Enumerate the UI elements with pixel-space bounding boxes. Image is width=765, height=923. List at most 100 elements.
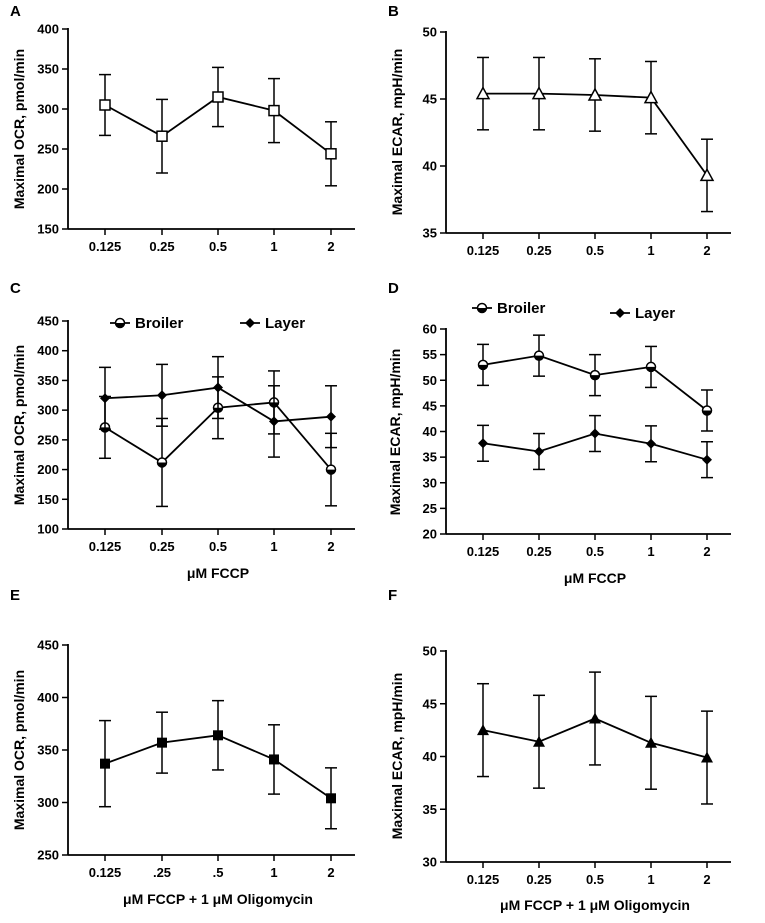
data-point-fill <box>702 410 712 415</box>
data-point <box>213 382 223 393</box>
panel-label-d: D <box>388 280 399 297</box>
series-main-a <box>99 66 337 187</box>
legend-d: Broiler Layer <box>472 300 675 322</box>
data-point <box>646 438 656 449</box>
series-broiler-d <box>477 334 713 432</box>
y-tick-label: 300 <box>37 795 59 810</box>
y-tick-label: 250 <box>37 432 59 447</box>
data-point <box>100 758 110 769</box>
x-tick-label: 0.25 <box>526 544 551 559</box>
x-tick-label: 2 <box>327 239 334 254</box>
data-point <box>533 735 545 747</box>
x-tick-label: 1 <box>270 539 277 554</box>
series-main-b <box>475 56 715 213</box>
data-point <box>645 361 657 373</box>
y-tick-label: 60 <box>423 322 437 337</box>
x-tick-label: 0.5 <box>586 243 604 258</box>
y-axis-title-d: Maximal ECAR, mpH/min <box>387 349 403 515</box>
y-tick-label: 35 <box>423 802 437 817</box>
data-point <box>269 416 279 427</box>
y-tick-label: 30 <box>423 475 437 490</box>
x-axis-title-d: μM FCCP <box>564 570 626 586</box>
chart-panel-c: C 100 150 200 250 300 350 400 450 0.125 0.25 0.5 1 2 M… <box>10 280 355 581</box>
x-tick-label: 0.125 <box>467 243 500 258</box>
data-point <box>325 148 337 160</box>
y-tick-label: 30 <box>423 855 437 870</box>
y-axis-title-b: Maximal ECAR, mpH/min <box>389 49 405 215</box>
data-point <box>590 428 600 439</box>
chart-panel-f: F 30 35 40 45 50 0.125 0.25 0.5 1 2 Maximal ECAR, m… <box>388 587 731 913</box>
data-point-fill <box>478 364 488 370</box>
y-tick-label: 250 <box>37 848 59 863</box>
x-tick-label: 1 <box>647 243 654 258</box>
series-main-e <box>99 699 337 830</box>
data-point <box>326 411 336 422</box>
y-tick-label: 200 <box>37 182 59 197</box>
panel-label-c: C <box>10 280 21 297</box>
x-tick-label: 2 <box>327 865 334 880</box>
y-tick-label: 450 <box>37 314 59 329</box>
x-tick-label: 1 <box>647 544 654 559</box>
y-tick-label: 200 <box>37 462 59 477</box>
y-tick-label: 300 <box>37 403 59 418</box>
data-point <box>531 86 547 100</box>
x-tick-label: .25 <box>153 865 171 880</box>
legend-label: Broiler <box>135 315 184 332</box>
x-axis-title-e: μM FCCP + 1 μM Oligomycin <box>123 891 313 907</box>
data-point <box>589 712 601 724</box>
data-point <box>645 736 657 748</box>
data-point-fill <box>534 355 544 361</box>
x-tick-label: 0.5 <box>586 872 604 887</box>
data-point <box>477 724 489 736</box>
y-tick-label: 40 <box>423 424 437 439</box>
y-tick-label: 50 <box>423 25 437 40</box>
y-tick-label: 50 <box>423 373 437 388</box>
data-point <box>157 390 167 401</box>
data-point-fill <box>326 469 336 475</box>
data-point-fill <box>646 366 656 372</box>
y-tick-label: 150 <box>37 492 59 507</box>
y-tick-label: 35 <box>423 450 437 465</box>
y-axis-title-f: Maximal ECAR, mpH/min <box>389 673 405 839</box>
data-point-fill <box>590 375 600 380</box>
x-tick-label: 1 <box>647 872 654 887</box>
x-tick-label: 0.5 <box>586 544 604 559</box>
x-tick-label: 2 <box>703 872 710 887</box>
series-main-f <box>477 671 713 805</box>
x-tick-label: 0.25 <box>149 539 174 554</box>
data-point <box>99 99 111 111</box>
legend-label: Layer <box>265 315 305 332</box>
data-point <box>156 130 168 142</box>
x-tick-label: 0.25 <box>149 239 174 254</box>
data-point <box>213 730 223 741</box>
x-axis-title-f: μM FCCP + 1 μM Oligomycin <box>500 897 690 913</box>
data-point <box>100 393 110 404</box>
legend-marker <box>476 302 488 314</box>
chart-panel-d: D 20 25 30 35 40 45 50 55 60 0.125 0.25 0.5 1 2 Maximal… <box>387 280 731 586</box>
data-point <box>701 751 713 763</box>
y-tick-label: 350 <box>37 743 59 758</box>
x-tick-label: 2 <box>327 539 334 554</box>
y-tick-label: 250 <box>37 142 59 157</box>
data-point <box>701 405 713 416</box>
y-tick-label: 25 <box>423 501 437 516</box>
y-tick-label: 400 <box>37 343 59 358</box>
y-tick-label: 35 <box>423 226 437 241</box>
chart-panel-b: B 35 40 45 50 0.125 0.25 0.5 1 2 Maximal ECAR, mpH… <box>388 3 731 258</box>
y-tick-label: 45 <box>423 696 437 711</box>
y-tick-label: 55 <box>423 347 437 362</box>
data-point <box>326 793 336 804</box>
y-tick-label: 150 <box>37 222 59 237</box>
y-tick-label: 40 <box>423 159 437 174</box>
x-tick-label: 0.5 <box>209 539 227 554</box>
panel-label-a: A <box>10 3 21 20</box>
legend-marker-fill <box>115 323 125 328</box>
data-point <box>534 446 544 457</box>
data-point <box>156 457 168 468</box>
data-point <box>268 104 280 117</box>
y-tick-label: 50 <box>423 644 437 659</box>
x-axis-title-c: μM FCCP <box>187 565 249 581</box>
data-point <box>212 91 224 103</box>
legend-label: Layer <box>635 305 675 322</box>
